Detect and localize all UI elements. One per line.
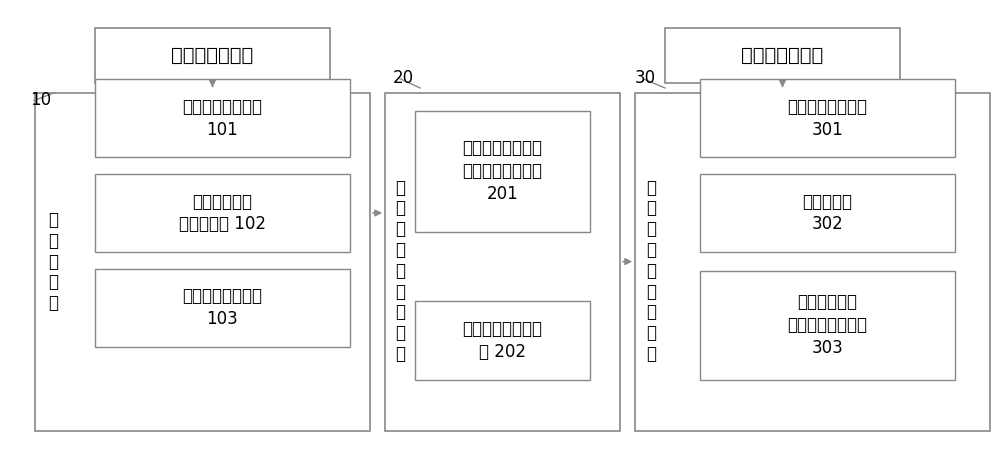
Bar — [700, 79, 955, 157]
Text: 模型训练和参数学
习 202: 模型训练和参数学 习 202 — [462, 320, 542, 361]
Bar — [95, 174, 350, 252]
Text: 生成核矩阵
302: 生成核矩阵 302 — [802, 193, 852, 233]
Text: 利用已训练模
型对测试数据分类
303: 利用已训练模 型对测试数据分类 303 — [787, 294, 867, 357]
Bar — [95, 28, 330, 83]
Text: 特征提取和归一化
301: 特征提取和归一化 301 — [787, 98, 867, 138]
Bar — [700, 174, 955, 252]
Bar — [95, 269, 350, 347]
Bar — [35, 93, 370, 431]
Text: 30: 30 — [635, 69, 656, 87]
Text: 建立基于结构稀疏
化的多核分类模型
201: 建立基于结构稀疏 化的多核分类模型 201 — [462, 139, 542, 203]
Bar — [635, 93, 990, 431]
Bar — [415, 111, 590, 232]
Text: 10: 10 — [30, 91, 51, 108]
Bar — [700, 271, 955, 380]
Bar — [385, 93, 620, 431]
Text: 模
型
学
习
和
训
练
阶
段: 模 型 学 习 和 训 练 阶 段 — [395, 179, 405, 363]
Text: 模
型
测
试
和
分
类
阶
段: 模 型 测 试 和 分 类 阶 段 — [646, 179, 656, 363]
Text: 特征及核矩阵分组
103: 特征及核矩阵分组 103 — [182, 288, 262, 328]
Bar — [415, 301, 590, 380]
Text: 特征提取和归一化
101: 特征提取和归一化 101 — [182, 98, 262, 138]
Bar — [95, 79, 350, 157]
Text: 多模态测试数据: 多模态测试数据 — [741, 46, 824, 65]
Text: 多模态训练数据: 多模态训练数据 — [171, 46, 254, 65]
Bar — [665, 28, 900, 83]
Text: 每个特征生成
一个核矩阵 102: 每个特征生成 一个核矩阵 102 — [179, 193, 266, 233]
Text: 20: 20 — [393, 69, 414, 87]
Text: 预
处
理
阶
段: 预 处 理 阶 段 — [48, 211, 58, 312]
